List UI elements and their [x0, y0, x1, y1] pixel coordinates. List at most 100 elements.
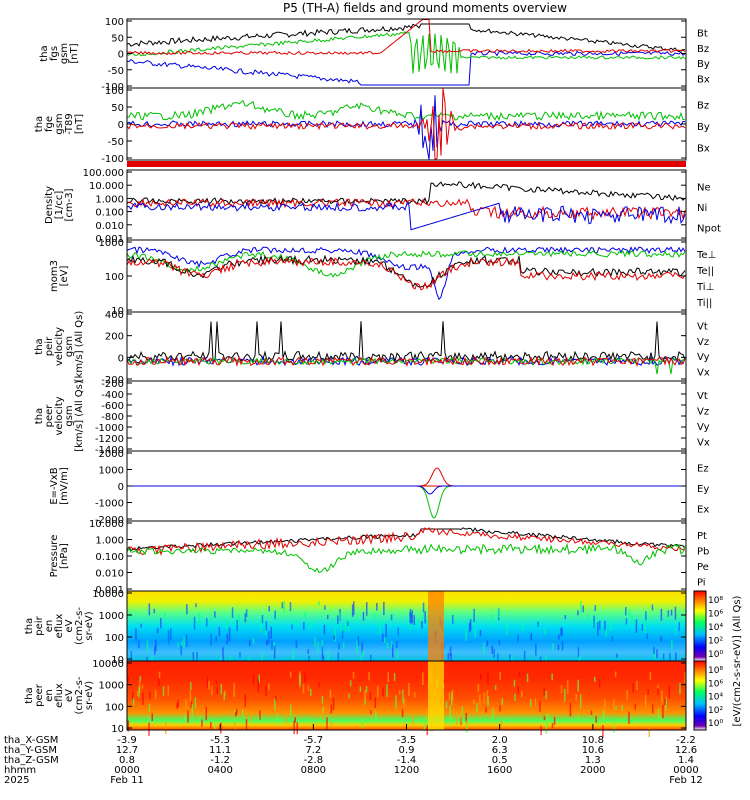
spectrogram-texture — [351, 604, 354, 617]
x-tick-label: -5.7 — [304, 735, 324, 746]
y-axis-label: [1/cc] — [54, 191, 65, 220]
spectrogram-texture — [595, 716, 597, 723]
time-row-label: tha_X-GSM — [4, 735, 58, 746]
spectrogram-texture — [245, 609, 248, 617]
spectrogram-texture — [353, 601, 355, 616]
spectrogram-texture — [132, 692, 134, 701]
spectrogram-texture — [220, 684, 223, 695]
panel-2: 100 50 0 -50 -100 tha fge gsm -T89 [nT] Bz By Bx — [34, 86, 710, 165]
spectrogram-texture — [206, 676, 209, 689]
spectrogram-texture — [226, 634, 229, 645]
y-tick-label: 0 — [118, 50, 124, 61]
spectrogram-texture — [494, 711, 497, 717]
spectrogram-texture — [352, 671, 355, 679]
spectrogram-texture — [403, 698, 406, 708]
spectrogram — [127, 591, 686, 661]
spectrogram-texture — [473, 699, 475, 705]
spectrogram-texture — [491, 614, 493, 627]
spectrogram-texture — [239, 652, 241, 658]
spectrogram-texture — [273, 645, 276, 659]
spectrogram-texture — [611, 636, 614, 642]
spectrogram-texture — [176, 703, 178, 709]
trace-2 — [126, 95, 686, 160]
y-axis-label: Density — [44, 186, 55, 224]
spectrogram-texture — [593, 615, 595, 629]
spectrogram-texture — [183, 637, 185, 648]
spectrogram-texture — [315, 713, 318, 719]
x-tick-label: -1.2 — [210, 755, 230, 766]
time-row-label: hhmm — [4, 765, 36, 776]
trace-2 — [126, 250, 686, 278]
spectrogram-texture — [552, 642, 554, 652]
spectrogram-texture — [422, 672, 424, 686]
spectrogram-texture — [261, 652, 263, 662]
spectrogram-texture — [281, 602, 284, 609]
legend-Bx: Bx — [697, 143, 710, 154]
spectrogram-texture — [154, 689, 157, 700]
spectrogram-texture — [468, 622, 471, 633]
spectrogram-texture — [452, 615, 454, 625]
panel-4: 1000 100 10 mom3 [eV] Te⊥ Te|| Ti⊥ Ti|| — [49, 238, 716, 317]
spectrogram-texture — [205, 706, 207, 721]
spectrogram-texture — [539, 700, 541, 712]
y-tick-label: 1.000 — [95, 536, 124, 547]
spectrogram-texture — [604, 620, 606, 631]
spectrogram-texture — [198, 717, 200, 723]
spectrogram-texture — [223, 692, 225, 701]
spectrogram-feature — [428, 661, 444, 730]
x-tick-label: 1.4 — [678, 755, 694, 766]
spectrogram-texture — [283, 601, 285, 613]
spectrogram-texture — [376, 602, 378, 611]
spectrogram-texture — [216, 710, 218, 718]
spectrogram-texture — [451, 692, 453, 706]
y-tick-label: -2000 — [95, 515, 124, 526]
spectrogram-texture — [657, 688, 659, 696]
panel-9: 10000 1000 100 10 tha peir en eflux eV (cm2-s-sr-… — [24, 589, 687, 670]
legend-Vt: Vt — [697, 322, 708, 333]
legend-Pt: Pt — [697, 531, 707, 542]
legend-Ne: Ne — [697, 182, 711, 193]
x-tick-label: 0.9 — [399, 745, 415, 756]
spectrogram-texture — [330, 721, 333, 727]
trace-2 — [126, 50, 686, 86]
spectrogram-texture — [329, 689, 332, 699]
spectrogram-texture — [599, 620, 601, 630]
spectrogram-texture — [602, 725, 604, 738]
spectrogram-texture — [501, 698, 504, 705]
colorbar-tick: 10⁰ — [708, 650, 723, 660]
spectrogram-texture — [229, 656, 232, 664]
spectrogram-texture — [201, 719, 203, 727]
spectrogram-texture — [545, 723, 548, 734]
spectrogram-texture — [246, 712, 249, 723]
spectrogram-texture — [557, 619, 559, 624]
spectrogram-texture — [365, 685, 368, 693]
spectrogram-texture — [465, 712, 467, 722]
spectrogram-texture — [561, 641, 564, 651]
legend-Ez: Ez — [697, 463, 709, 474]
spectrogram-texture — [340, 623, 342, 633]
y-tick-label: 1000 — [99, 611, 124, 622]
y-axis-label: sr-eV) — [84, 681, 95, 710]
colorbar-tick: 10⁸ — [708, 666, 723, 676]
spectrogram-texture — [409, 608, 412, 618]
spectrogram-texture — [327, 649, 329, 663]
spectrogram-texture — [662, 705, 664, 719]
trace-4 — [126, 256, 686, 291]
spectrogram-texture — [670, 609, 673, 616]
spectrogram-texture — [402, 689, 404, 704]
trace-2 — [126, 527, 686, 557]
y-axis-label: tha — [34, 116, 45, 132]
spectrogram-texture — [370, 710, 372, 715]
spectrogram-texture — [460, 711, 462, 724]
y-tick-label: 100.000 — [83, 168, 124, 179]
spectrogram-texture — [158, 671, 161, 679]
spectrogram-texture — [386, 684, 388, 697]
y-tick-label: -200 — [101, 375, 124, 386]
spectrogram-texture — [648, 725, 650, 737]
spectrogram-texture — [321, 640, 323, 652]
spectrogram-texture — [259, 710, 261, 721]
legend-Ni: Ni — [697, 203, 707, 214]
spectrogram-texture — [492, 708, 494, 719]
spectrogram-texture — [675, 652, 677, 665]
spectrogram-texture — [500, 720, 503, 728]
